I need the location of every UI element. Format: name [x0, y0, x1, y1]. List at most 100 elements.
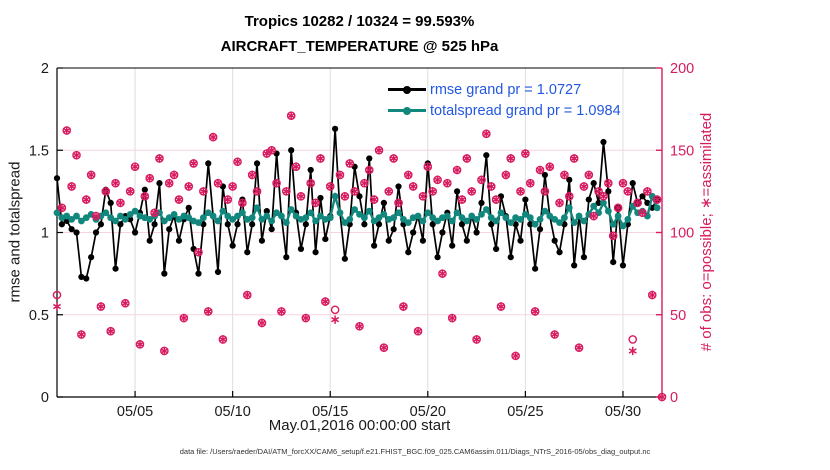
totalspread-marker — [551, 215, 559, 223]
totalspread-marker — [536, 215, 544, 223]
totalspread-marker — [273, 209, 280, 217]
rmse-marker — [473, 229, 480, 236]
obs-assimilated-marker — [472, 336, 481, 343]
obs-assimilated-marker — [482, 131, 491, 137]
totalspread-marker — [619, 222, 627, 230]
obs-assimilated-marker — [487, 183, 496, 190]
totalspread-marker — [492, 217, 500, 225]
obs-assimilated-marker — [189, 160, 198, 167]
y-tick-label-right: 100 — [670, 226, 694, 242]
obs-assimilated-marker — [560, 172, 569, 178]
obs-assimilated-marker — [526, 180, 535, 186]
rmse-marker — [185, 204, 192, 211]
obs-assimilated-marker — [145, 175, 154, 181]
totalspread-marker — [429, 214, 437, 222]
obs-assimilated-marker — [218, 336, 227, 343]
rmse-marker — [629, 180, 636, 187]
totalspread-marker — [526, 214, 534, 222]
rmse-marker — [288, 147, 295, 154]
obs-assimilated-marker — [238, 200, 247, 206]
rmse-marker — [371, 242, 378, 249]
rmse-marker — [68, 226, 75, 233]
obs-assimilated-marker — [594, 188, 603, 195]
obs-assimilated-marker — [248, 172, 257, 178]
y-tick-label-left: 2 — [41, 61, 49, 77]
obs-assimilated-marker — [589, 213, 598, 219]
totalspread-marker — [82, 214, 90, 222]
totalspread-marker — [463, 217, 471, 225]
rmse-marker — [527, 221, 534, 228]
obs-assimilated-marker — [67, 183, 76, 190]
rmse-marker — [156, 180, 163, 187]
obs-assimilated-marker — [467, 188, 476, 195]
totalspread-marker — [580, 217, 588, 225]
obs-assimilated-marker — [496, 303, 506, 310]
rmse-legend-label: rmse grand pr = 1.0727 — [430, 81, 582, 98]
rmse-marker — [644, 199, 651, 206]
x-tick-label: 05/10 — [214, 404, 250, 420]
obs-assimilated-marker — [384, 188, 393, 195]
obs-assimilated-marker — [404, 172, 413, 178]
y-tick-label-left: 1.5 — [29, 143, 49, 159]
obs-assimilated-marker — [340, 193, 349, 200]
totalspread-marker — [478, 211, 485, 218]
obs-assimilated-marker — [653, 196, 662, 203]
x-tick-label: 05/15 — [312, 404, 348, 420]
totalspread-marker — [331, 192, 339, 200]
obs-assimilated-marker — [155, 155, 164, 162]
obs-assimilated-marker — [194, 249, 203, 255]
rmse-marker — [312, 249, 319, 256]
rmse-marker — [551, 237, 558, 244]
rmse-marker — [493, 245, 500, 253]
rmse-marker — [332, 125, 339, 132]
totalspread-marker — [170, 211, 178, 218]
obs-assimilated-marker — [350, 188, 359, 195]
rmse-marker — [478, 199, 485, 206]
rmse-marker — [361, 221, 368, 228]
obs-assimilated-marker — [501, 172, 510, 178]
rmse-marker — [380, 199, 387, 206]
obs-assimilated-marker — [96, 303, 105, 310]
obs-assimilated-marker — [335, 172, 344, 178]
obs-assimilated-marker — [184, 183, 193, 190]
rmse-marker — [253, 160, 261, 167]
chart-title-line2: AIRCRAFT_TEMPERATURE @ 525 hPa — [220, 38, 499, 55]
totalspread-marker — [287, 206, 295, 213]
totalspread-marker — [160, 217, 168, 225]
totalspread-marker — [107, 214, 115, 222]
y-axis-label-left: rmse and totalspread — [6, 161, 24, 303]
totalspread-marker — [356, 211, 363, 218]
rmse-marker — [458, 221, 466, 228]
totalspread-marker — [370, 217, 378, 225]
obs-assimilated-marker — [648, 292, 657, 298]
totalspread-marker — [239, 209, 246, 217]
obs-assimilated-marker — [428, 188, 437, 195]
obs-assimilated-marker — [565, 193, 574, 200]
totalspread-legend-marker — [403, 106, 411, 115]
obs-assimilated-marker — [443, 180, 452, 186]
totalspread-marker — [204, 209, 212, 217]
obs-assimilated-marker — [433, 177, 442, 183]
obs-possible-marker — [628, 335, 638, 344]
rmse-marker — [117, 221, 124, 228]
totalspread-marker — [404, 219, 412, 227]
rmse-marker — [322, 235, 329, 243]
rmse-marker — [619, 262, 627, 269]
rmse-marker — [463, 237, 470, 244]
totalspread-marker — [531, 220, 539, 228]
obs-assimilated-marker — [272, 180, 281, 186]
y-tick-label-right: 200 — [670, 61, 694, 77]
obs-assimilated-marker — [370, 196, 379, 203]
totalspread-marker — [487, 214, 495, 222]
totalspread-marker — [546, 212, 554, 220]
rmse-marker — [385, 237, 392, 244]
obs-assimilated-marker — [150, 210, 159, 216]
rmse-marker — [600, 138, 607, 146]
totalspread-marker — [292, 212, 300, 220]
rmse-marker — [97, 221, 105, 228]
obs-assimilated-marker — [536, 167, 545, 173]
totalspread-marker — [131, 207, 139, 215]
rmse-marker — [453, 188, 461, 195]
totalspread-marker — [468, 212, 476, 220]
